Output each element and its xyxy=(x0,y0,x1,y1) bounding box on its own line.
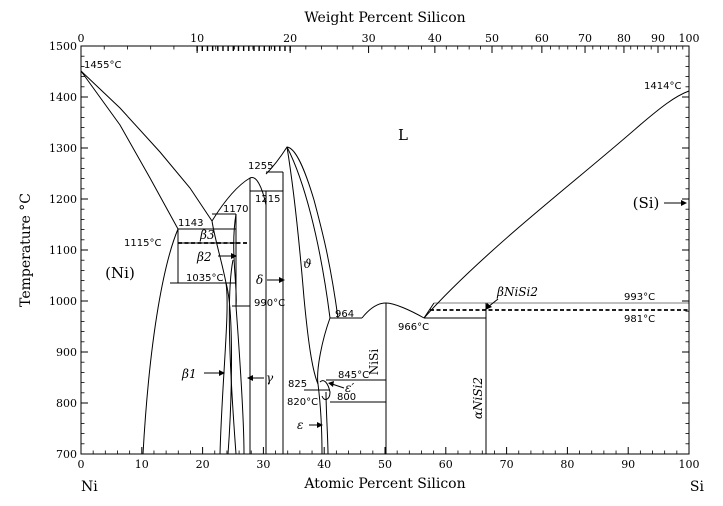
liquidus-peak xyxy=(265,146,339,319)
label-delta: δ xyxy=(256,273,263,287)
theta-right xyxy=(286,146,331,385)
label-beta-nisi2: βNiSi2 xyxy=(496,285,538,299)
left-end-label: Ni xyxy=(81,479,98,495)
label-gamma: γ xyxy=(266,371,274,385)
temp-964: 964 xyxy=(335,309,354,320)
y-tick-label: 900 xyxy=(56,346,77,359)
x-tick-label-bottom: 20 xyxy=(196,458,210,471)
ni3si2-right xyxy=(325,391,329,455)
x-tick-label-bottom: 70 xyxy=(500,458,514,471)
x-tick-label-top: 10 xyxy=(190,32,204,45)
arrow-beta1-head xyxy=(219,370,225,376)
temp-1170: 1170 xyxy=(223,204,248,215)
arrow-beta2-head xyxy=(231,253,237,259)
temp-1035: 1035°C xyxy=(186,273,223,284)
label-beta2: β2 xyxy=(196,250,212,264)
y-axis-ticks: 700 800 900 1000 1100 1200 1300 1400 1500 xyxy=(49,40,689,461)
label-beta3: β3 xyxy=(199,228,215,242)
x-axis-ticks-top: 0 10 20 30 40 50 60 70 80 90 100 xyxy=(78,32,700,53)
solvus-ni xyxy=(142,228,179,455)
x-tick-label-top: 60 xyxy=(535,32,549,45)
right-end-label: Si xyxy=(690,479,705,495)
x-tick-label-top: 100 xyxy=(679,32,700,45)
temp-845: 845°C xyxy=(338,370,369,381)
label-theta: ϑ xyxy=(303,257,312,271)
temp-966: 966°C xyxy=(398,322,429,333)
arrow-beta-nisi2-head xyxy=(485,303,492,310)
liquidus-ni-side xyxy=(80,70,213,222)
arrow-delta-head xyxy=(279,277,285,283)
temp-1255: 1255 xyxy=(248,161,273,172)
y-tick-label: 1300 xyxy=(49,142,77,155)
label-ni-solid: (Ni) xyxy=(105,264,135,282)
x-tick-label-bottom: 0 xyxy=(78,458,85,471)
y-tick-label: 1500 xyxy=(49,40,77,53)
phase-boundaries xyxy=(80,70,690,455)
label-si-solid: (Si) xyxy=(633,194,660,212)
x-tick-label-bottom: 30 xyxy=(256,458,270,471)
x-tick-label-bottom: 40 xyxy=(317,458,331,471)
x-tick-label-top: 70 xyxy=(578,32,592,45)
x-tick-label-top: 90 xyxy=(651,32,665,45)
temp-si-melt: 1414°C xyxy=(644,81,681,92)
nisi-dome xyxy=(361,302,425,319)
arrow-epsilon-prime xyxy=(331,383,345,389)
label-epsilon-prime: ε′ xyxy=(345,381,354,395)
temp-825: 825 xyxy=(288,379,307,390)
beta1-left xyxy=(211,220,228,455)
x-tick-label-bottom: 90 xyxy=(621,458,635,471)
x-tick-label-bottom: 50 xyxy=(378,458,392,471)
x-axis-ticks-bottom: 0 10 20 30 40 50 60 70 80 90 100 xyxy=(78,447,700,471)
temp-990: 990°C xyxy=(254,298,285,309)
label-epsilon: ε xyxy=(297,418,303,432)
temp-993: 993°C xyxy=(624,292,655,303)
x-tick-label-top: 20 xyxy=(283,32,297,45)
epsilon-loop xyxy=(319,380,331,400)
temp-1115: 1115°C xyxy=(124,238,161,249)
beta-nisi2-left xyxy=(423,302,435,319)
y-axis-title: Temperature °C xyxy=(18,193,34,307)
x-tick-label-top: 30 xyxy=(362,32,376,45)
x-tick-label-top: 0 xyxy=(78,32,85,45)
label-alpha-nisi2: αNiSi2 xyxy=(471,377,485,419)
gamma-boundary xyxy=(233,213,245,455)
y-tick-label: 800 xyxy=(56,397,77,410)
solidus-ni xyxy=(80,70,179,230)
label-liquid: L xyxy=(398,126,408,144)
y-tick-label: 1400 xyxy=(49,91,77,104)
temp-820: 820°C xyxy=(287,397,318,408)
label-beta1: β1 xyxy=(181,367,197,381)
temp-1215: 1215 xyxy=(255,194,280,205)
x-axis-title-bottom: Atomic Percent Silicon xyxy=(303,476,465,492)
gamma-boundary-2 xyxy=(228,259,237,455)
y-tick-label: 1100 xyxy=(49,244,77,257)
ni3si2-left xyxy=(317,383,323,455)
y-tick-label: 700 xyxy=(56,448,77,461)
beta1-right xyxy=(225,282,232,455)
x-tick-label-bottom: 100 xyxy=(679,458,700,471)
x-tick-label-top: 50 xyxy=(485,32,499,45)
x-tick-label-top: 80 xyxy=(617,32,631,45)
x-tick-label-bottom: 10 xyxy=(135,458,149,471)
temp-ni-melt: 1455°C xyxy=(84,60,121,71)
liquidus-si-side xyxy=(423,90,690,319)
arrows xyxy=(204,200,687,428)
plot-frame xyxy=(80,45,690,455)
arrow-si-head xyxy=(681,200,687,206)
temp-800: 800 xyxy=(337,392,356,403)
arrow-epsilon-prime-head xyxy=(328,381,334,387)
theta-left xyxy=(286,146,319,385)
x-tick-label-bottom: 80 xyxy=(560,458,574,471)
x-tick-label-bottom: 60 xyxy=(439,458,453,471)
temp-981: 981°C xyxy=(624,314,655,325)
y-tick-label: 1200 xyxy=(49,193,77,206)
temp-1143: 1143 xyxy=(178,218,203,229)
arrow-epsilon-head xyxy=(317,422,323,428)
x-tick-label-top: 40 xyxy=(428,32,442,45)
label-nisi: NiSi xyxy=(367,349,381,376)
y-tick-label: 1000 xyxy=(49,295,77,308)
arrow-gamma-head xyxy=(247,375,253,381)
x-axis-title-top: Weight Percent Silicon xyxy=(304,10,465,26)
